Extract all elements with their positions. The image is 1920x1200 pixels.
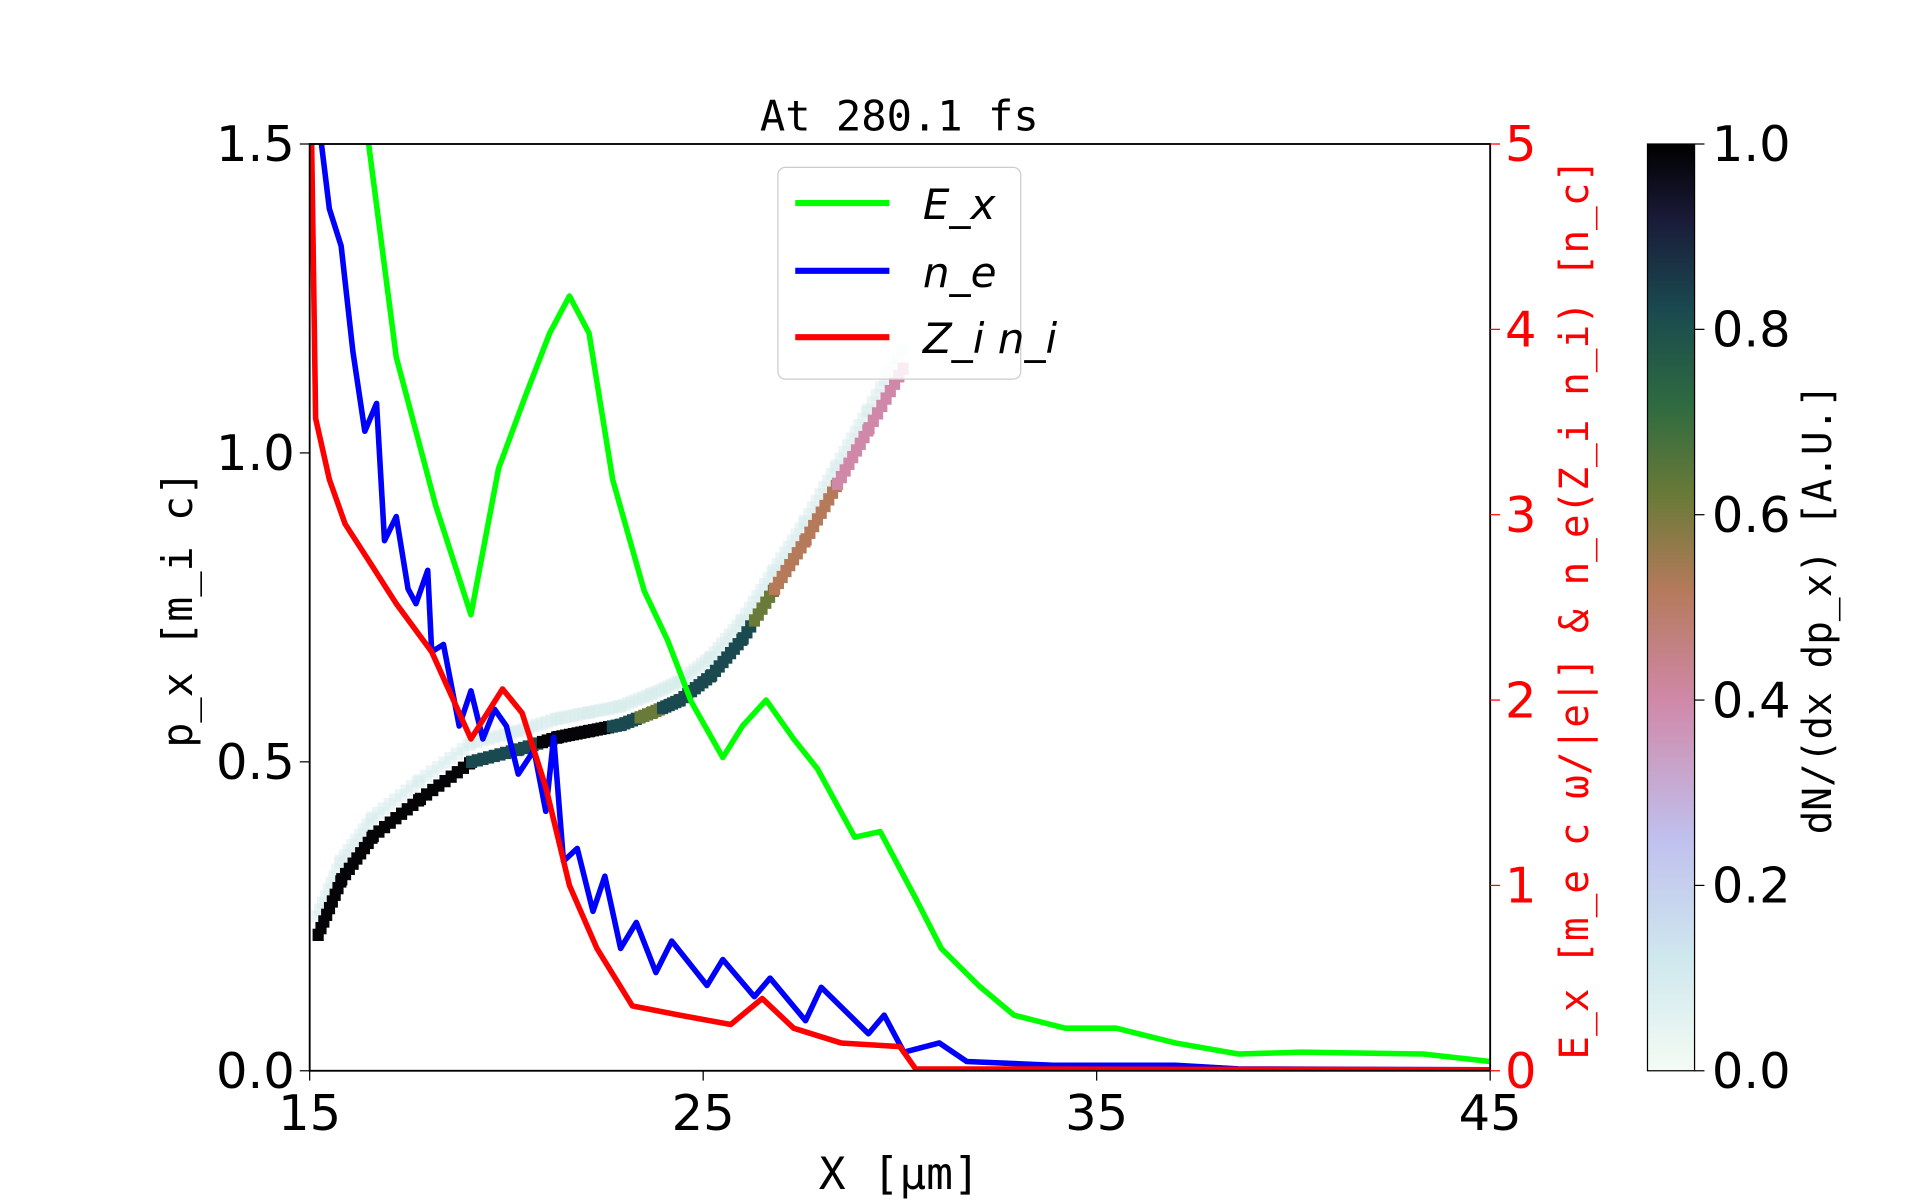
- phase-cell: [390, 812, 402, 825]
- phase-cell: [326, 895, 338, 908]
- phase-cell: [332, 881, 344, 895]
- phase-cell: [488, 749, 500, 763]
- phase-cell: [835, 470, 847, 484]
- phase-cell: [367, 829, 379, 843]
- phase-cell: [800, 533, 812, 546]
- y-left-tick-label: 1.0: [216, 424, 295, 482]
- phase-cell: [832, 477, 844, 490]
- legend-label-zini: Z_i n_i: [922, 314, 1058, 363]
- phase-cell: [315, 922, 327, 935]
- phase-cell: [471, 754, 483, 767]
- phase-cell: [876, 399, 888, 413]
- phase-cell: [433, 779, 445, 792]
- phase-cell: [427, 783, 439, 797]
- phase-cell: [379, 820, 391, 834]
- colorbar-tick-label: 0.4: [1712, 671, 1791, 729]
- phase-cell: [466, 755, 478, 768]
- x-tick-label: 15: [278, 1084, 341, 1142]
- phase-cell: [823, 493, 835, 506]
- phase-cell: [819, 499, 831, 513]
- colorbar-tick-label: 0.8: [1712, 301, 1791, 359]
- phase-cell: [850, 444, 863, 457]
- colorbar-tick-label: 0.0: [1712, 1042, 1791, 1100]
- series-line-0: [365, 144, 1491, 1065]
- plot-frame: [308, 143, 1492, 1072]
- phase-cell: [457, 761, 470, 774]
- legend-label-ne: n_e: [923, 248, 997, 297]
- y-left-tick-label: 1.5: [216, 115, 295, 173]
- phase-cell: [863, 422, 875, 435]
- phase-cell: [483, 751, 495, 764]
- y-right-tick-label: 3: [1505, 486, 1537, 544]
- phase-cell: [811, 513, 824, 526]
- phase-cell: [854, 437, 866, 450]
- phase-cell: [318, 915, 330, 928]
- phase-cell: [808, 519, 820, 533]
- phase-cell: [477, 752, 489, 766]
- phase-cell: [858, 430, 870, 444]
- phase-cell: [826, 486, 839, 499]
- chart-title: At 280.1 fs: [760, 92, 1039, 141]
- phase-cell: [815, 506, 827, 519]
- phase-cell: [407, 798, 419, 812]
- y-left-tick-label: 0.0: [216, 1042, 295, 1100]
- line-series: [309, 144, 1491, 1071]
- x-tick-label: 25: [672, 1084, 735, 1142]
- x-axis-label: X [μm]: [819, 1149, 980, 1200]
- legend-label-ex: E_x: [923, 180, 997, 229]
- phase-cell: [401, 803, 413, 816]
- y-left-tick-label: 0.5: [216, 733, 295, 791]
- y-right-tick-label: 4: [1505, 301, 1537, 359]
- phase-cell: [396, 807, 408, 820]
- phase-cell: [871, 407, 884, 420]
- phase-cell: [839, 464, 851, 477]
- y-axis-right-label: E_x [m_e c ω/|e|] & n_e(Z_i n_i) [n_c]: [1552, 159, 1598, 1060]
- phase-cell: [884, 384, 896, 398]
- series-line-2: [309, 144, 1491, 1071]
- y-right-tick-label: 2: [1505, 671, 1537, 729]
- phase-cell: [847, 450, 859, 464]
- colorbar: [1646, 143, 1696, 1072]
- phase-cell: [494, 748, 506, 761]
- phase-cell: [451, 766, 463, 779]
- legend: E_x n_e Z_i n_i: [777, 166, 1058, 380]
- y-right-tick-label: 1: [1505, 857, 1537, 915]
- phase-cell: [804, 526, 816, 539]
- y-axis-left-label: p_x [m_i c]: [153, 471, 202, 748]
- y-right-tick-label: 0: [1505, 1042, 1537, 1100]
- x-tick-label: 45: [1459, 1084, 1522, 1142]
- phase-cell: [321, 908, 333, 921]
- axis-ticks: 15 25 35 450.00.51.01.50123450.00.20.40.60.…: [216, 115, 1791, 1141]
- colorbar-label: dN/(dx dp_x) [A.U.]: [1795, 384, 1841, 834]
- y-right-tick-label: 5: [1505, 115, 1537, 173]
- phase-cell: [439, 774, 451, 788]
- phase-cell: [421, 788, 433, 801]
- phase-cell: [323, 901, 336, 915]
- phase-cell: [329, 888, 341, 901]
- colorbar-tick-label: 0.6: [1712, 486, 1791, 544]
- colorbar-tick-label: 0.2: [1712, 857, 1791, 915]
- phase-cell: [880, 392, 892, 405]
- phase-cell: [888, 377, 901, 390]
- phase-cell: [445, 770, 457, 783]
- colorbar-tick-label: 1.0: [1712, 115, 1791, 173]
- phase-cell: [414, 792, 427, 806]
- phase-cell: [384, 816, 396, 829]
- phase-cell: [867, 414, 879, 427]
- phase-cell: [843, 457, 855, 470]
- phase-cell: [312, 928, 324, 941]
- phase-cell: [373, 825, 385, 838]
- phase-cell: [500, 746, 512, 760]
- phase-space-image: [311, 344, 909, 941]
- x-tick-label: 35: [1065, 1084, 1128, 1142]
